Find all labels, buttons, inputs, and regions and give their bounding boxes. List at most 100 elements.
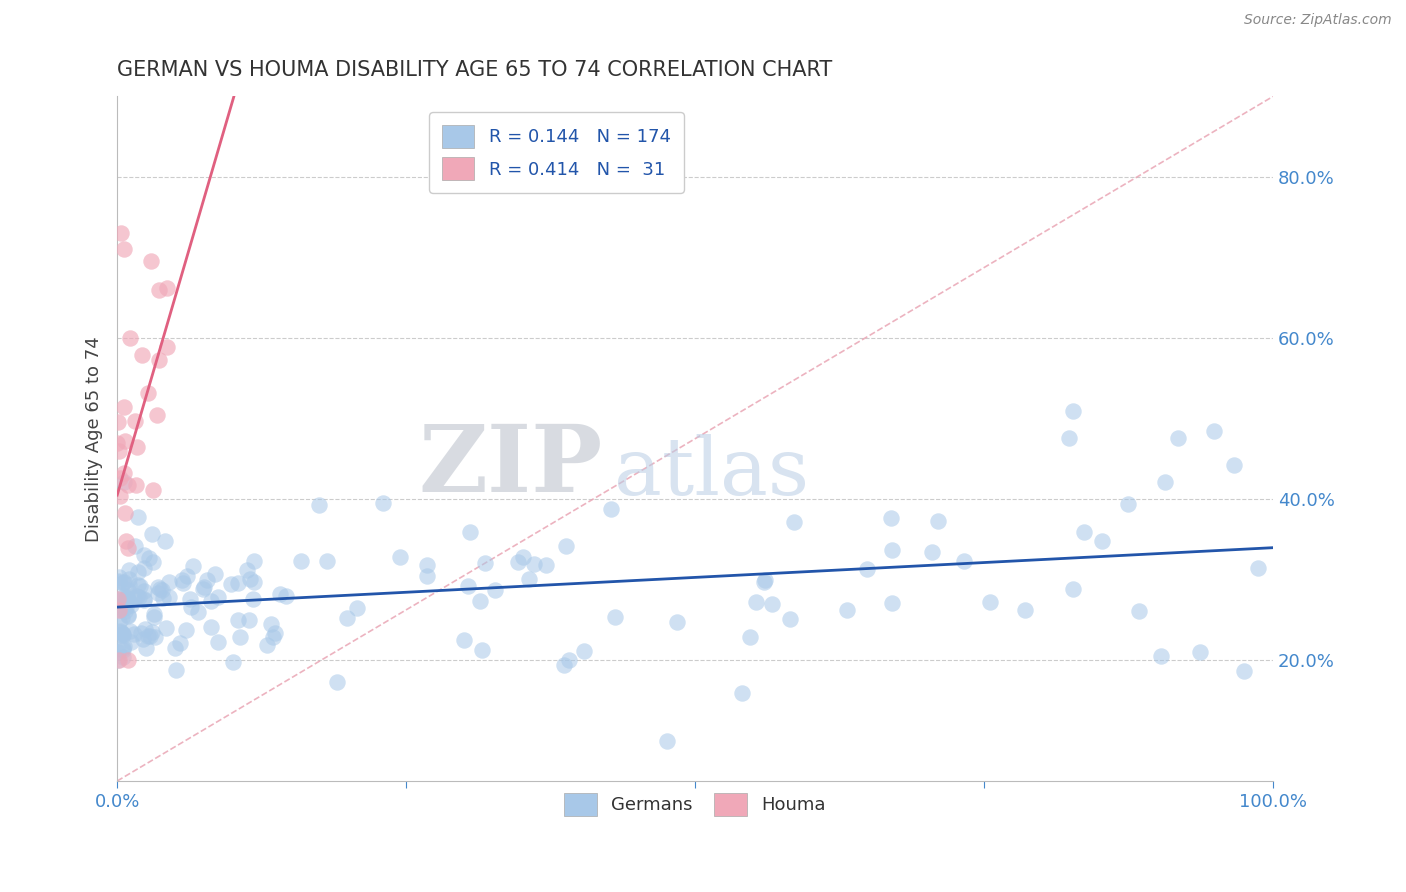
- Point: [512, 549, 534, 564]
- Point: [655, 733, 678, 747]
- Point: [111, 611, 134, 625]
- Point: [157, 590, 180, 604]
- Point: [731, 686, 754, 700]
- Point: [1014, 603, 1036, 617]
- Point: [191, 582, 214, 597]
- Point: [108, 624, 131, 639]
- Point: [1057, 431, 1080, 445]
- Point: [221, 656, 243, 670]
- Point: [534, 558, 557, 573]
- Point: [141, 527, 163, 541]
- Point: [474, 556, 496, 570]
- Point: [141, 625, 163, 640]
- Point: [112, 576, 135, 591]
- Point: [416, 568, 439, 582]
- Point: [143, 609, 166, 624]
- Point: [200, 620, 222, 634]
- Point: [132, 583, 155, 598]
- Text: GERMAN VS HOUMA DISABILITY AGE 65 TO 74 CORRELATION CHART: GERMAN VS HOUMA DISABILITY AGE 65 TO 74 …: [117, 60, 832, 79]
- Point: [107, 575, 129, 590]
- Point: [1167, 431, 1189, 445]
- Point: [927, 514, 949, 528]
- Point: [1154, 475, 1177, 489]
- Point: [229, 630, 252, 644]
- Point: [389, 549, 412, 564]
- Point: [155, 621, 177, 635]
- Point: [453, 632, 475, 647]
- Point: [117, 593, 139, 607]
- Point: [953, 554, 976, 568]
- Point: [416, 558, 439, 573]
- Point: [108, 471, 131, 485]
- Point: [108, 444, 131, 458]
- Point: [111, 640, 134, 655]
- Point: [112, 589, 135, 603]
- Point: [117, 609, 139, 624]
- Point: [112, 467, 135, 481]
- Point: [129, 579, 152, 593]
- Point: [120, 624, 142, 638]
- Point: [219, 576, 242, 591]
- Point: [1188, 645, 1211, 659]
- Point: [290, 554, 312, 568]
- Point: [879, 511, 901, 525]
- Point: [138, 550, 160, 565]
- Point: [242, 575, 264, 590]
- Point: [125, 589, 148, 603]
- Point: [157, 575, 180, 590]
- Point: [336, 610, 359, 624]
- Point: [117, 572, 139, 586]
- Point: [108, 574, 131, 589]
- Point: [108, 625, 131, 640]
- Point: [149, 582, 172, 597]
- Point: [110, 593, 132, 607]
- Point: [152, 591, 174, 606]
- Point: [1202, 424, 1225, 438]
- Point: [141, 253, 163, 268]
- Point: [124, 539, 146, 553]
- Text: ZIP: ZIP: [419, 421, 603, 511]
- Point: [132, 632, 155, 647]
- Point: [112, 639, 135, 653]
- Point: [921, 545, 943, 559]
- Point: [115, 533, 138, 548]
- Point: [135, 641, 157, 656]
- Point: [176, 568, 198, 582]
- Point: [484, 583, 506, 598]
- Point: [193, 580, 215, 594]
- Point: [256, 638, 278, 652]
- Point: [142, 607, 165, 622]
- Point: [112, 475, 135, 490]
- Point: [139, 629, 162, 643]
- Point: [117, 541, 139, 555]
- Point: [457, 579, 479, 593]
- Point: [107, 592, 129, 607]
- Point: [114, 434, 136, 449]
- Point: [204, 566, 226, 581]
- Point: [471, 643, 494, 657]
- Point: [128, 590, 150, 604]
- Point: [468, 594, 491, 608]
- Point: [115, 591, 138, 605]
- Point: [127, 565, 149, 579]
- Point: [738, 630, 761, 644]
- Point: [107, 653, 129, 667]
- Point: [143, 630, 166, 644]
- Point: [134, 561, 156, 575]
- Point: [107, 415, 129, 429]
- Point: [108, 653, 131, 667]
- Point: [118, 578, 141, 592]
- Point: [837, 603, 859, 617]
- Point: [226, 614, 249, 628]
- Point: [127, 509, 149, 524]
- Point: [110, 227, 132, 241]
- Point: [117, 583, 139, 598]
- Point: [122, 627, 145, 641]
- Point: [880, 542, 903, 557]
- Point: [315, 554, 337, 568]
- Point: [136, 629, 159, 643]
- Point: [308, 498, 330, 512]
- Point: [107, 645, 129, 659]
- Point: [122, 591, 145, 606]
- Point: [125, 441, 148, 455]
